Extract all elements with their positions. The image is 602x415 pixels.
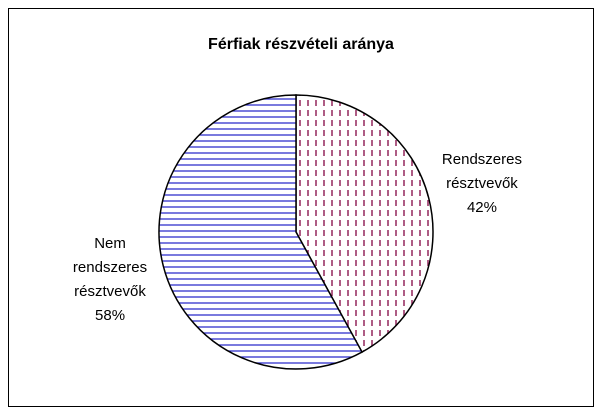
slice-label: Nem rendszeres résztvevők 58% <box>62 232 158 328</box>
slice-label: Rendszeres résztvevők 42% <box>434 148 530 220</box>
slice-category: Nem rendszeres résztvevők <box>72 234 148 300</box>
slice-value: 58% <box>95 306 126 324</box>
chart-title: Férfiak részvételi aránya <box>208 36 394 53</box>
pie-slice <box>158 94 364 370</box>
slice-category: Rendszeres résztvevők <box>441 151 522 193</box>
slice-value: 42% <box>466 199 497 217</box>
pie-slice <box>295 94 434 354</box>
